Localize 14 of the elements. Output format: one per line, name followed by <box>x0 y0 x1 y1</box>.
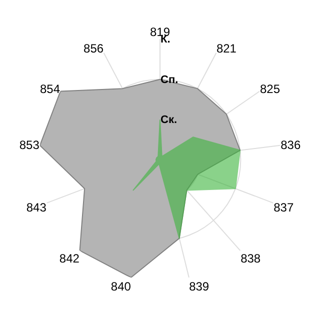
spoke-label: 836 <box>280 138 301 152</box>
spoke-label: 853 <box>19 138 40 152</box>
y-tick-label: Ск. <box>160 114 178 126</box>
y-tick-label: Сп. <box>160 74 178 86</box>
spoke-label: 854 <box>40 82 60 96</box>
spoke-label: 856 <box>84 41 104 56</box>
spoke-label: 840 <box>110 280 132 294</box>
spoke-label: 837 <box>274 200 294 214</box>
spoke-label: 842 <box>59 252 80 266</box>
spoke-label: 825 <box>260 82 280 96</box>
spoke-label: 838 <box>240 252 261 266</box>
spoke-label: 839 <box>189 280 210 294</box>
spoke-label: 821 <box>216 41 237 56</box>
spoke-label: 843 <box>26 200 47 214</box>
